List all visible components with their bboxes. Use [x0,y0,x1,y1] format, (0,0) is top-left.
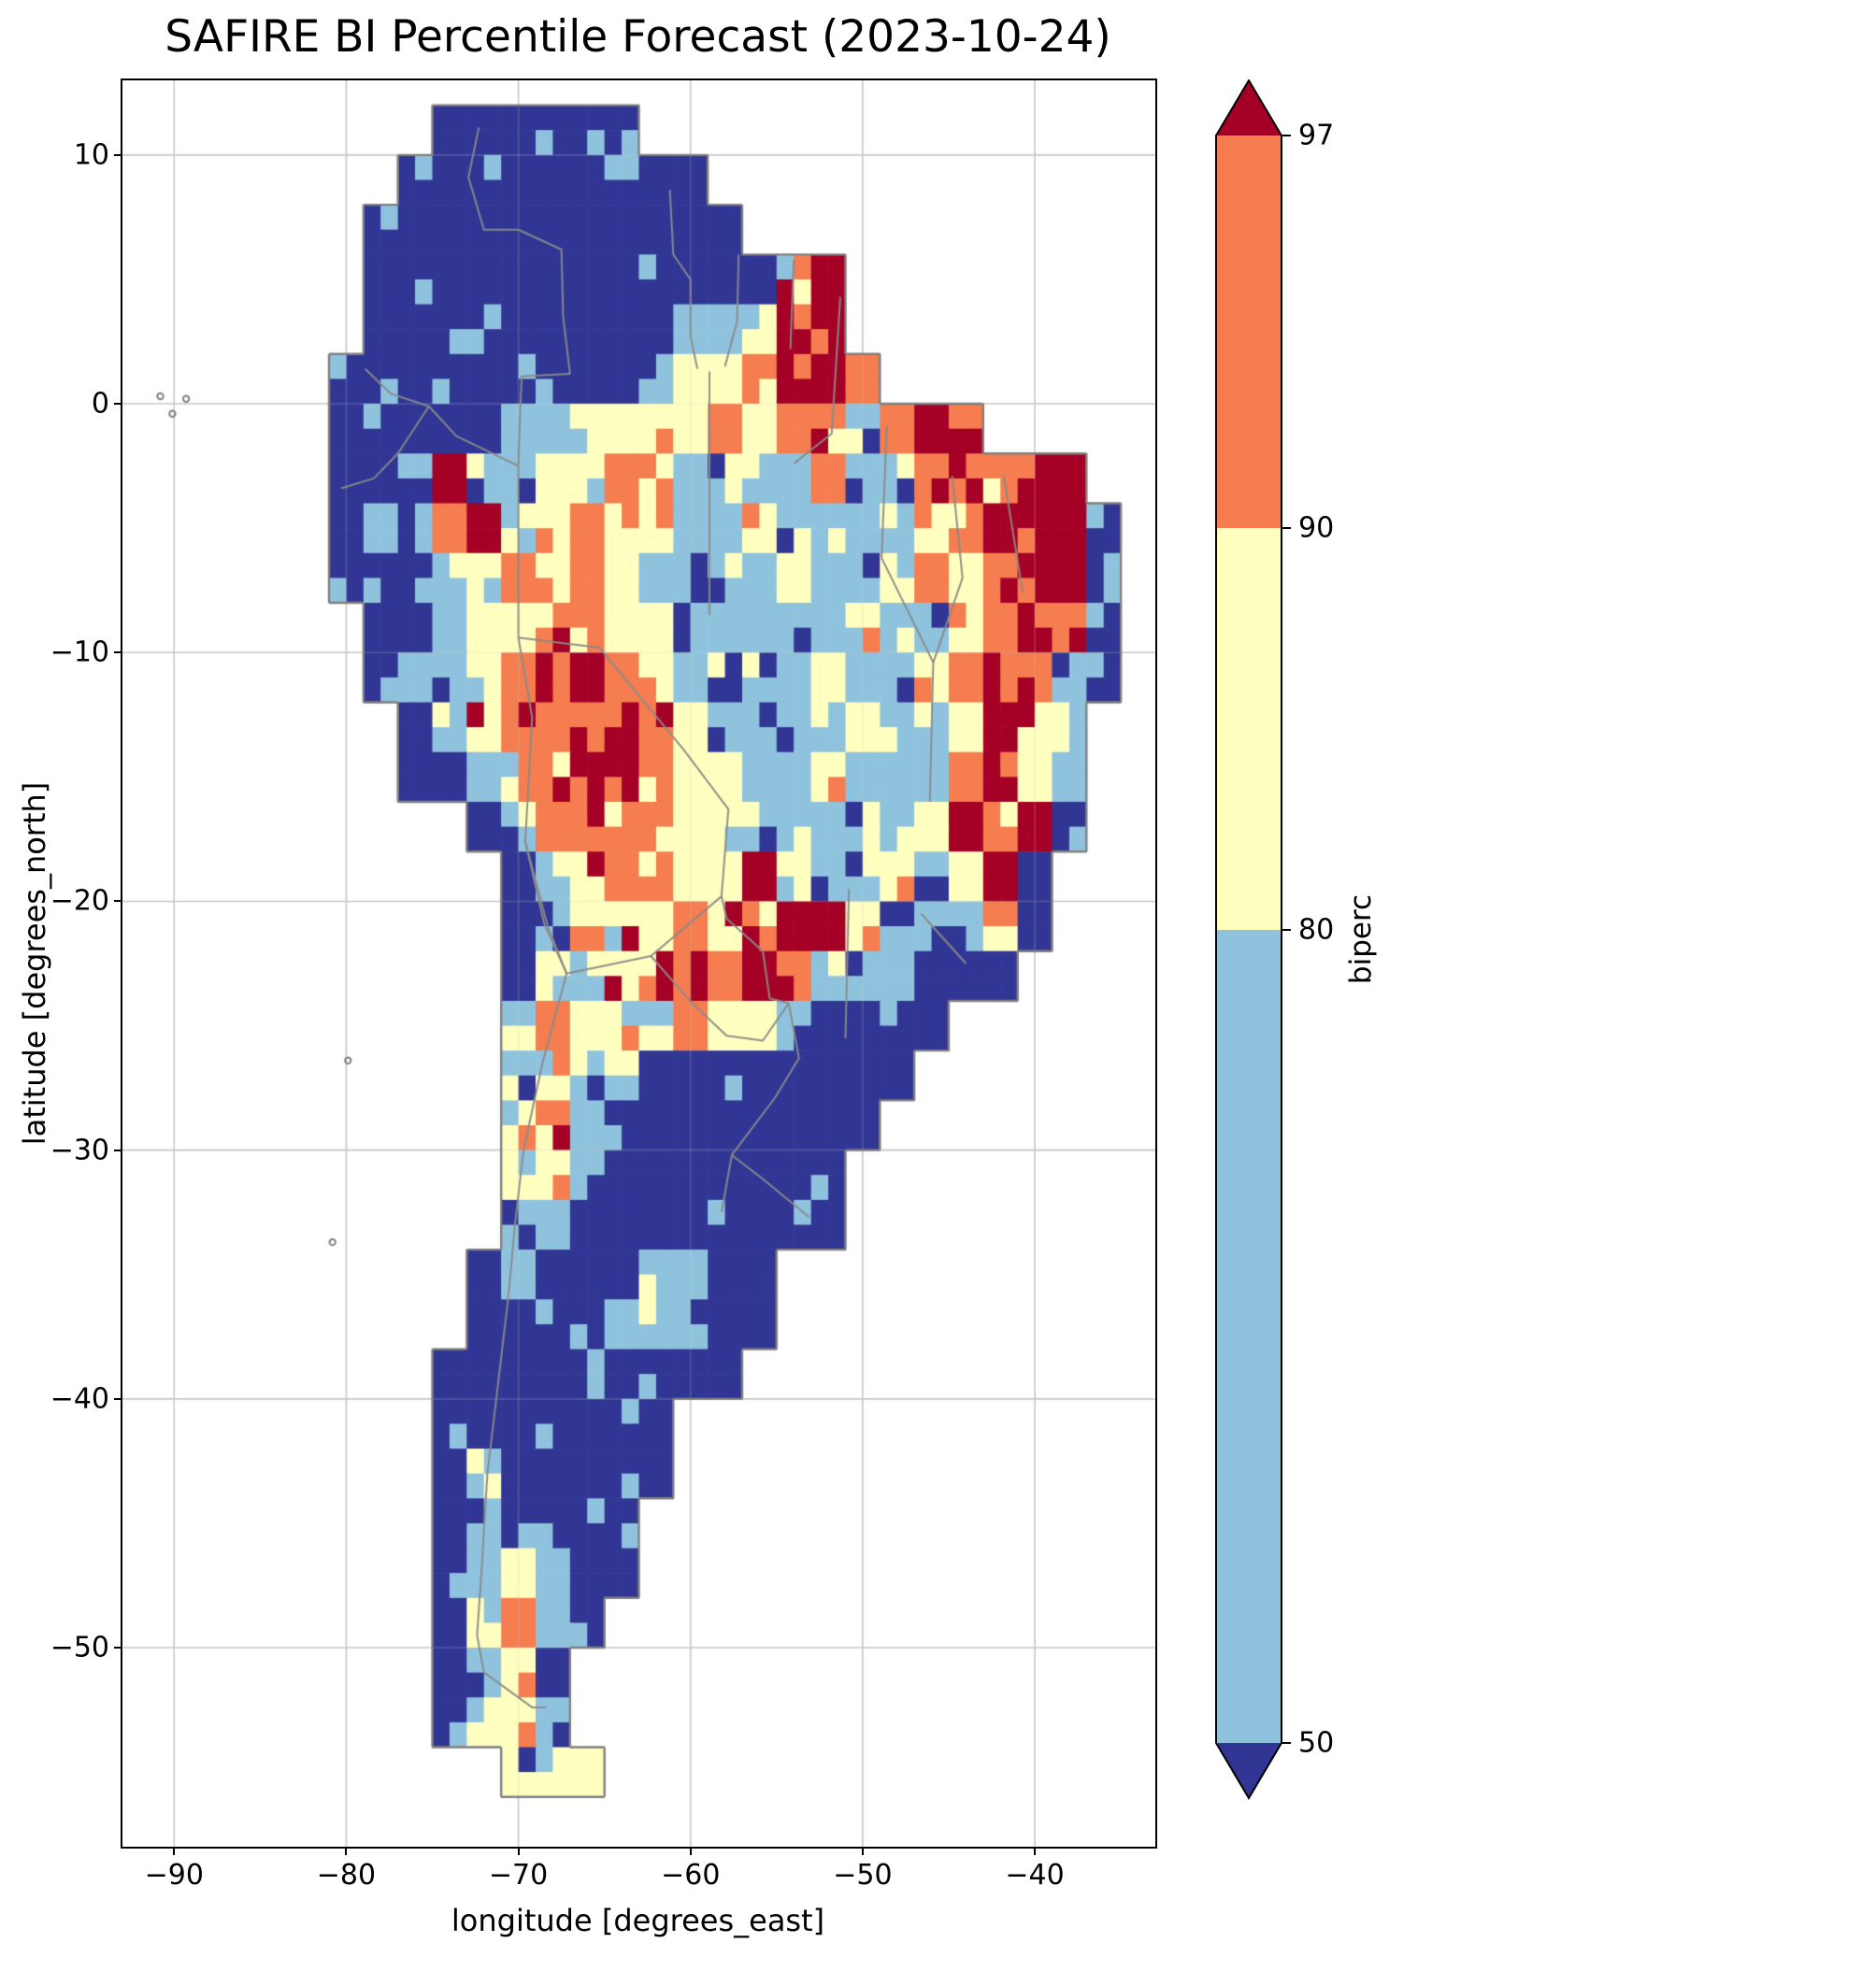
x-tick-label: −90 [144,1859,204,1892]
y-tick-mark [114,651,122,654]
y-tick-mark [114,1149,122,1151]
x-axis-label: longitude [degrees_east] [451,1903,825,1938]
x-tick-label: −50 [833,1859,893,1892]
colorbar-tick-label: 50 [1298,1727,1334,1760]
y-tick-mark [114,153,122,156]
y-tick-label: −40 [50,1382,109,1416]
chart-title: SAFIRE BI Percentile Forecast (2023-10-2… [165,11,1111,63]
colorbar-svg: 97 90 80 50 [1215,79,1334,1800]
y-tick-mark [114,900,122,903]
y-tick-label: 0 [91,387,109,421]
map-canvas [122,80,1155,1847]
colorbar-label: biperc [1344,893,1378,985]
colorbar-seg-90-97 [1216,136,1282,528]
y-tick-mark [114,403,122,406]
x-tick-label: −60 [661,1859,721,1892]
colorbar-extend-below [1216,1743,1282,1798]
y-tick-label: 10 [73,138,109,172]
colorbar-tick-label: 80 [1298,914,1334,947]
y-tick-label: −10 [50,636,109,669]
x-tick-mark [689,1847,692,1855]
y-tick-label: −20 [50,884,109,918]
y-tick-mark [114,1647,122,1650]
colorbar: 97 90 80 50 [1215,79,1402,1807]
x-tick-label: −80 [316,1859,377,1892]
colorbar-seg-50-80 [1216,930,1282,1743]
colorbar-outline [1215,79,1282,1800]
x-tick-mark [345,1847,348,1855]
colorbar-seg-80-90 [1216,528,1282,930]
x-tick-mark [517,1847,520,1855]
y-tick-label: −30 [50,1134,109,1167]
x-tick-mark [173,1847,176,1855]
y-tick-label: −50 [50,1631,109,1664]
x-tick-mark [861,1847,864,1855]
colorbar-tick-label: 90 [1298,512,1334,545]
x-tick-label: −70 [488,1859,549,1892]
x-tick-mark [1034,1847,1037,1855]
plot-area [121,79,1157,1849]
colorbar-extend-above [1216,80,1282,136]
x-tick-label: −40 [1005,1859,1065,1892]
y-tick-mark [114,1397,122,1400]
y-axis-label: latitude [degrees_north] [17,781,52,1146]
colorbar-tick-label: 97 [1298,120,1334,152]
